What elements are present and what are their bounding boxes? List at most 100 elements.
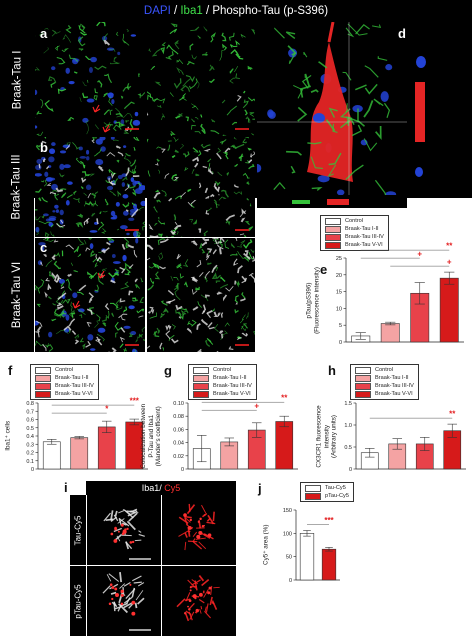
- bar: [275, 421, 294, 470]
- panel-letter-c: c: [40, 240, 48, 255]
- y-axis-label-line: Cy5⁺ area (%): [262, 524, 270, 566]
- y-tick-label: 1.5: [344, 401, 352, 407]
- y-tick-label: 0: [349, 467, 352, 473]
- legend-swatch: [35, 366, 51, 374]
- legend-label: Braak-Tau III-IV: [375, 383, 414, 389]
- legend-swatch: [305, 484, 321, 492]
- legend-entry: pTau-Cy5: [305, 492, 349, 500]
- legend-entry: Braak-Tau V-VI: [325, 241, 384, 249]
- y-axis-label-line: CX3CR1 fluorescence intensity: [315, 404, 330, 468]
- y-tick-label: 0: [339, 340, 342, 346]
- row-label-braak-3: Braak-Tau III: [0, 137, 34, 237]
- significance-label: +: [254, 402, 259, 411]
- y-tick-label: 0.6: [26, 418, 34, 424]
- legend-entry: Tau-Cy5: [305, 484, 349, 492]
- chart-legend-g: Control Braak-Tau I-II Braak-Tau III-IV Bra…: [188, 364, 257, 400]
- y-tick-label: 0.2: [26, 451, 34, 457]
- chart-letter-e: e: [320, 262, 328, 277]
- chart-legend-f: Control Braak-Tau I-II Braak-Tau III-IV Bra…: [30, 364, 99, 400]
- title-iba1: Iba1: [180, 5, 203, 17]
- y-axis-label-j: Cy5⁺ area (%): [263, 510, 271, 580]
- chart-legend-j: Tau-Cy5 pTau-Cy5: [300, 482, 354, 502]
- legend-entry: Braak-Tau V-VI: [193, 390, 252, 398]
- chart-h: 0 0.5 1.0 1.5 **: [334, 375, 470, 478]
- panel-letter-i: i: [64, 480, 68, 495]
- legend-entry: Braak-Tau III-IV: [193, 382, 252, 390]
- micrograph-b-merge: [35, 137, 145, 237]
- micrograph-c-merge: [35, 238, 145, 352]
- y-axis-label-line: (Mander's coefficient): [154, 406, 162, 466]
- y-tick-label: 100: [283, 531, 292, 537]
- significance-label: **: [449, 410, 456, 419]
- legend-label: Control: [375, 367, 394, 373]
- bar: [97, 426, 116, 470]
- chart-e: 0 5 10 15 20 25 ** + +: [324, 230, 468, 351]
- panel-letter-a: a: [40, 26, 48, 41]
- legend-label: Control: [345, 218, 364, 224]
- chart-letter-h: h: [328, 363, 336, 378]
- title-sep-1: /: [170, 5, 181, 17]
- legend-swatch: [325, 233, 341, 241]
- y-tick-label: 0.10: [173, 401, 184, 407]
- significance-label: ***: [324, 516, 334, 525]
- legend-swatch: [325, 241, 341, 249]
- y-tick-label: 0: [181, 467, 184, 473]
- significance-label: **: [446, 242, 453, 251]
- y-tick-label: 0: [289, 578, 292, 584]
- y-axis-label-line: pTau(pS396): [305, 281, 312, 319]
- significance-label: **: [281, 394, 288, 403]
- y-axis-label-e: pTau(pS396) (Fluorescence intensity): [305, 258, 320, 342]
- legend-swatch: [193, 366, 209, 374]
- y-tick-label: 1.0: [344, 423, 352, 429]
- legend-label: Braak-Tau V-VI: [55, 391, 93, 397]
- legend-label: Braak-Tau V-VI: [375, 391, 413, 397]
- y-tick-label: 0.06: [173, 427, 184, 433]
- legend-entry: Braak-Tau I-II: [355, 374, 414, 382]
- micrograph-i-tau-merge: [87, 495, 161, 565]
- y-tick-label: 0.08: [173, 414, 184, 420]
- legend-label: Braak-Tau I-II: [375, 375, 409, 381]
- bar: [380, 323, 400, 343]
- legend-swatch: [355, 382, 371, 390]
- y-tick-label: 15: [336, 290, 342, 296]
- bar: [439, 277, 459, 343]
- chart-letter-f: f: [8, 363, 13, 378]
- legend-entry: Braak-Tau I-II: [193, 374, 252, 382]
- y-tick-label: 0.02: [173, 454, 184, 460]
- bar: [299, 533, 315, 581]
- legend-entry: Braak-Tau I-II: [35, 374, 94, 382]
- row-label-braak-6: Braak-Tau VI: [0, 237, 34, 352]
- panel-i-row-label-tau: Tau-Cy5: [70, 495, 86, 565]
- chart-g: 0 0.02 0.04 0.06 0.08 0.10 ** +: [166, 375, 302, 478]
- legend-entry: Control: [355, 366, 414, 374]
- legend-swatch: [355, 374, 371, 382]
- y-tick-label: 0.4: [26, 434, 34, 440]
- title-ptau: Phospho-Tau (p-S396): [212, 5, 329, 17]
- y-tick-label: 0.5: [26, 426, 34, 432]
- legend-swatch: [325, 217, 341, 225]
- legend-swatch: [35, 374, 51, 382]
- legend-label: Control: [55, 367, 74, 373]
- micrograph-i-tau-cy5: [162, 495, 236, 565]
- panel-i-cy5: Cy5: [161, 483, 181, 493]
- y-tick-label: 0.8: [26, 401, 34, 407]
- y-tick-label: 0.7: [26, 409, 34, 415]
- legend-entry: Braak-Tau III-IV: [325, 233, 384, 241]
- micrograph-d-side-view: [409, 22, 433, 195]
- legend-entry: Control: [193, 366, 252, 374]
- y-tick-label: 150: [283, 508, 292, 514]
- y-tick-label: 0.3: [26, 442, 34, 448]
- panel-i-row-label-ptau: pTau-Cy5: [70, 566, 86, 636]
- title-dapi: DAPI: [143, 5, 171, 17]
- y-tick-label: 0.1: [26, 459, 34, 465]
- chart-legend-e: Control Braak-Tau I-II Braak-Tau III-IV Bra…: [320, 215, 389, 251]
- micrograph-b-iba1: [147, 137, 255, 237]
- micrograph-i-ptau-merge: [87, 566, 161, 636]
- legend-label: Control: [213, 367, 232, 373]
- panel-i-iba1: Iba1/: [141, 483, 162, 493]
- y-axis-label-line: Iba1⁺ cells: [4, 421, 12, 451]
- legend-label: Braak-Tau V-VI: [345, 242, 383, 248]
- legend-entry: Control: [325, 217, 384, 225]
- bar: [42, 441, 61, 470]
- y-axis-label-line: Colocalization between: [139, 403, 147, 469]
